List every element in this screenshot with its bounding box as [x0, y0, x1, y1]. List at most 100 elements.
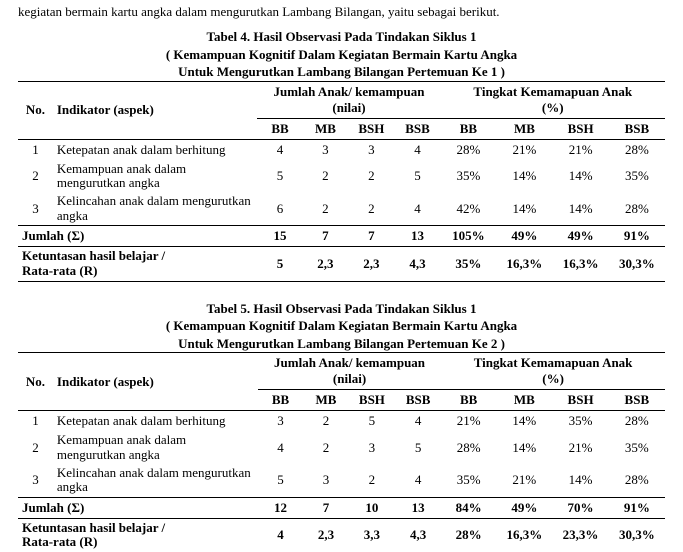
- cell: 14%: [552, 464, 608, 497]
- th-indikator: Indikator (aspek): [53, 353, 258, 411]
- cell: 4: [395, 411, 441, 432]
- cell: 5: [258, 464, 303, 497]
- cell: 49%: [553, 225, 609, 246]
- th-sub: BSB: [609, 390, 665, 411]
- cell: 3: [349, 431, 395, 464]
- table-row: 3 Kelincahan anak dalam mengurutkan angk…: [18, 464, 665, 497]
- th-sub: BSB: [395, 390, 441, 411]
- th-group-persen-l1: Tingkat Kemamapuan Anak: [473, 84, 632, 99]
- cell: 14%: [553, 160, 609, 193]
- cell: 28%: [609, 464, 665, 497]
- cell: 10: [349, 497, 395, 518]
- row-jumlah: Jumlah (Σ) 15 7 7 13 105% 49% 49% 91%: [18, 225, 665, 246]
- table5: No. Indikator (aspek) Jumlah Anak/ kemam…: [18, 352, 665, 552]
- cell: 16,3%: [496, 246, 552, 281]
- row-rata: Ketuntasan hasil belajar / Rata-rata (R)…: [18, 246, 665, 281]
- th-sub: BSH: [348, 118, 394, 139]
- cell-no: 3: [18, 192, 53, 225]
- cell: 105%: [441, 225, 497, 246]
- cell: 7: [303, 225, 349, 246]
- table-row: 2 Kemampuan anak dalam mengurutkan angka…: [18, 431, 665, 464]
- cell: 2,3: [303, 246, 349, 281]
- th-group-nilai: Jumlah Anak/ kemampuan (nilai): [257, 81, 440, 118]
- cell: 2: [303, 431, 349, 464]
- cell: 28%: [609, 139, 665, 160]
- cell-ind: Kemampuan anak dalam mengurutkan angka: [53, 431, 258, 464]
- cell: 3: [348, 139, 394, 160]
- cell: 91%: [609, 497, 665, 518]
- cell: 14%: [496, 192, 552, 225]
- cell: 3: [303, 139, 349, 160]
- th-sub: BSB: [394, 118, 440, 139]
- cell: 28%: [441, 431, 496, 464]
- cell-no: 3: [18, 464, 53, 497]
- cell: 21%: [553, 139, 609, 160]
- cell: 2: [348, 160, 394, 193]
- cell: 35%: [609, 431, 665, 464]
- cell: 35%: [609, 160, 665, 193]
- cell: 6: [257, 192, 302, 225]
- rata-label-l1: Ketuntasan hasil belajar /: [22, 520, 165, 535]
- cell: 30,3%: [609, 518, 665, 552]
- cell: 13: [394, 225, 440, 246]
- cell: 14%: [496, 160, 552, 193]
- table5-caption-l2: ( Kemampuan Kognitif Dalam Kegiatan Berm…: [166, 318, 517, 333]
- cell: 21%: [496, 139, 552, 160]
- cell: 14%: [496, 411, 552, 432]
- cell: 21%: [441, 411, 496, 432]
- cell: 49%: [496, 497, 552, 518]
- cell: 4,3: [395, 518, 441, 552]
- cell-ind: Kelincahan anak dalam mengurutkan angka: [53, 192, 258, 225]
- cell: 3: [303, 464, 349, 497]
- th-group-nilai-l1: Jumlah Anak/ kemampuan: [274, 355, 425, 370]
- th-group-persen-l1: Tingkat Kemamapuan Anak: [474, 355, 633, 370]
- cell: 49%: [496, 225, 552, 246]
- cell-no: 2: [18, 431, 53, 464]
- th-group-nilai-l1: Jumlah Anak/ kemampuan: [274, 84, 425, 99]
- cell-rata-label: Ketuntasan hasil belajar / Rata-rata (R): [18, 518, 258, 552]
- cell-ind: Kemampuan anak dalam mengurutkan angka: [53, 160, 258, 193]
- cell: 12: [258, 497, 303, 518]
- cell: 5: [395, 431, 441, 464]
- cell: 4: [394, 139, 440, 160]
- cell: 5: [257, 160, 302, 193]
- th-sub: MB: [496, 390, 552, 411]
- th-group-nilai-l2: (nilai): [333, 371, 366, 386]
- cell: 2: [349, 464, 395, 497]
- cell: 16,3%: [496, 518, 552, 552]
- cell: 4: [257, 139, 302, 160]
- th-sub: BSB: [609, 118, 665, 139]
- cell: 28%: [609, 411, 665, 432]
- cell-jumlah-label: Jumlah (Σ): [18, 497, 258, 518]
- th-sub: MB: [496, 118, 552, 139]
- cell-rata-label: Ketuntasan hasil belajar / Rata-rata (R): [18, 246, 257, 281]
- cell: 2: [303, 411, 349, 432]
- cell: 16,3%: [553, 246, 609, 281]
- th-sub: BB: [257, 118, 302, 139]
- th-sub: MB: [303, 118, 349, 139]
- cell: 15: [257, 225, 302, 246]
- rata-label-l1: Ketuntasan hasil belajar /: [22, 248, 165, 263]
- cell: 5: [349, 411, 395, 432]
- cell: 28%: [441, 139, 497, 160]
- cell: 35%: [441, 246, 497, 281]
- cell: 4: [395, 464, 441, 497]
- cell-ind: Ketepatan anak dalam berhitung: [53, 411, 258, 432]
- th-sub: MB: [303, 390, 349, 411]
- table-row: 2 Kemampuan anak dalam mengurutkan angka…: [18, 160, 665, 193]
- cell: 3: [258, 411, 303, 432]
- th-no: No.: [18, 81, 53, 139]
- table5-caption: Tabel 5. Hasil Observasi Pada Tindakan S…: [18, 300, 665, 353]
- table4-caption: Tabel 4. Hasil Observasi Pada Tindakan S…: [18, 28, 665, 81]
- row-rata: Ketuntasan hasil belajar / Rata-rata (R)…: [18, 518, 665, 552]
- th-sub: BB: [441, 118, 497, 139]
- cell: 28%: [441, 518, 496, 552]
- th-sub: BB: [258, 390, 303, 411]
- table5-caption-l1: Tabel 5. Hasil Observasi Pada Tindakan S…: [207, 301, 477, 316]
- cell-no: 2: [18, 160, 53, 193]
- th-no: No.: [18, 353, 53, 411]
- table-row: 1 Ketepatan anak dalam berhitung 3 2 5 4…: [18, 411, 665, 432]
- cell-no: 1: [18, 139, 53, 160]
- cell: 2: [303, 192, 349, 225]
- cell: 35%: [441, 160, 497, 193]
